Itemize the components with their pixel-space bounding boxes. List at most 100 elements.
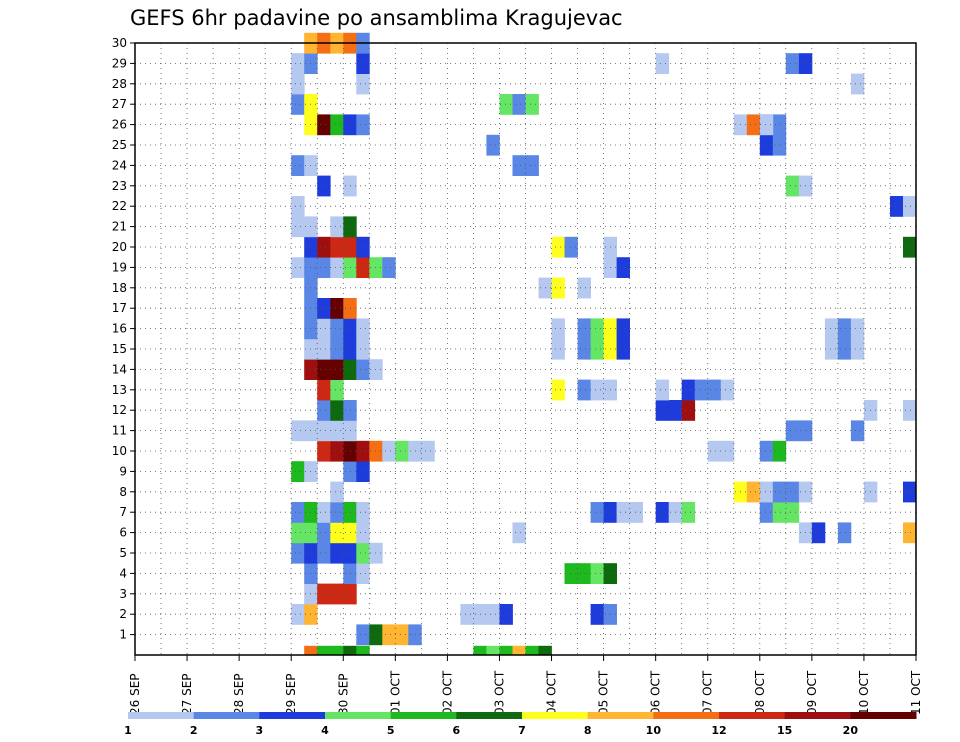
colorbar-swatch — [850, 712, 917, 719]
heatmap-cell — [330, 359, 344, 380]
y-tick-label: 18 — [112, 281, 127, 295]
x-tick-label: 03 OCT — [492, 670, 506, 715]
colorbar-label: 8 — [584, 724, 592, 737]
heatmap-cell — [616, 257, 630, 278]
heatmap-cell — [590, 318, 604, 340]
heatmap-cell — [785, 53, 800, 74]
heatmap-cell — [317, 359, 331, 380]
heatmap-cell — [551, 379, 565, 401]
colorbar-label: 6 — [453, 724, 461, 737]
heatmap-cell — [772, 440, 787, 462]
heatmap-cell — [421, 440, 435, 462]
x-tick-label: 01 OCT — [388, 670, 402, 715]
heatmap-cell — [903, 400, 917, 421]
heatmap-cell — [564, 236, 578, 258]
y-tick-label: 4 — [119, 566, 127, 580]
heatmap-cell — [330, 542, 344, 564]
heatmap-cell — [577, 379, 591, 401]
heatmap-cell — [759, 440, 774, 462]
heatmap-cell — [772, 134, 787, 156]
heatmap-cell — [486, 604, 500, 625]
heatmap-cell — [759, 502, 774, 523]
colorbar-swatch — [522, 712, 589, 719]
heatmap-cell — [655, 400, 670, 421]
heatmap-cell — [356, 114, 370, 136]
heatmap-cell — [903, 481, 917, 503]
colorbar-swatch — [390, 712, 457, 719]
heatmap-cell — [356, 257, 370, 278]
heatmap-cell — [616, 338, 630, 360]
heatmap-cell — [330, 645, 344, 656]
heatmap-cell — [824, 338, 839, 360]
y-tick-label: 26 — [112, 118, 127, 132]
colorbar-label: 1 — [124, 724, 132, 737]
heatmap-cell — [590, 338, 604, 360]
colorbar-label: 7 — [518, 724, 526, 737]
colorbar-swatch — [587, 712, 654, 719]
heatmap-cell — [681, 502, 696, 523]
x-tick-label: 06 OCT — [649, 670, 663, 715]
heatmap-cell — [837, 318, 852, 340]
heatmap-cell — [681, 400, 696, 421]
heatmap-cell — [837, 522, 852, 544]
x-tick-label: 11 OCT — [909, 670, 923, 715]
heatmap-cell — [850, 338, 865, 360]
heatmap-cell — [291, 461, 305, 482]
heatmap-cell — [499, 604, 513, 625]
heatmap-cell — [538, 645, 552, 656]
heatmap-cell — [330, 583, 344, 605]
heatmap-cell — [499, 94, 513, 115]
heatmap-cell — [330, 318, 344, 340]
heatmap-cell — [903, 236, 917, 258]
heatmap-cell — [317, 338, 331, 360]
heatmap-cells — [291, 32, 917, 656]
heatmap-cell — [395, 440, 409, 462]
colorbar-swatch — [719, 712, 786, 719]
heatmap-cell — [291, 420, 305, 442]
heatmap-cell — [317, 522, 331, 544]
x-tick-label: 29 SEP — [284, 673, 298, 715]
heatmap-cell — [512, 94, 526, 115]
y-tick-label: 12 — [112, 403, 127, 417]
y-tick-label: 16 — [112, 322, 127, 336]
x-tick-label: 26 SEP — [128, 673, 142, 715]
x-tick-label: 09 OCT — [805, 670, 819, 715]
heatmap-cell — [486, 645, 500, 656]
heatmap-cell — [590, 502, 604, 523]
heatmap-cell — [356, 502, 370, 523]
heatmap-cell — [356, 522, 370, 544]
y-axis-ticks: 1234567891011121314151617181920212223242… — [112, 36, 135, 642]
heatmap-cell — [707, 379, 722, 401]
heatmap-cell — [330, 400, 344, 421]
heatmap-cell — [785, 502, 800, 523]
heatmap-cell — [785, 420, 800, 442]
y-tick-label: 3 — [119, 587, 127, 601]
heatmap-cell — [746, 481, 761, 503]
heatmap-cell — [330, 338, 344, 360]
heatmap-cell — [330, 114, 344, 136]
y-tick-label: 9 — [119, 464, 127, 478]
heatmap-cell — [551, 338, 565, 360]
heatmap-cell — [291, 73, 305, 95]
heatmap-cell — [330, 216, 344, 238]
heatmap-cell — [616, 318, 630, 340]
heatmap-cell — [291, 604, 305, 625]
heatmap-cell — [395, 624, 409, 646]
y-tick-label: 15 — [112, 342, 127, 356]
chart-title: GEFS 6hr padavine po ansamblima Kragujev… — [130, 6, 623, 30]
heatmap-cell — [356, 236, 370, 258]
heatmap-cell — [590, 604, 604, 625]
heatmap-cell — [551, 236, 565, 258]
y-tick-label: 29 — [112, 56, 127, 70]
heatmap-cell — [317, 542, 331, 564]
heatmap-cell — [577, 318, 591, 340]
heatmap-cell — [382, 624, 396, 646]
heatmap-cell — [720, 379, 735, 401]
heatmap-cell — [590, 379, 604, 401]
heatmap-cell — [317, 379, 331, 401]
colorbar-swatch — [259, 712, 326, 719]
colorbar-label: 12 — [711, 724, 726, 737]
heatmap-cell — [525, 645, 539, 656]
heatmap-cell — [772, 502, 787, 523]
